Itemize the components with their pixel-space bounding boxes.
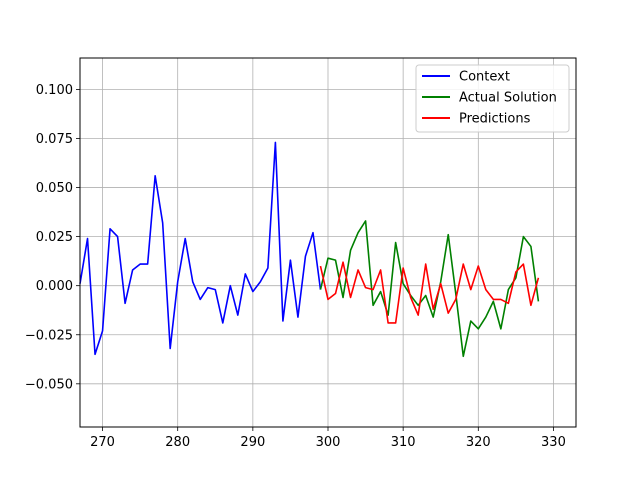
- series-layer: [79, 141, 540, 358]
- y-tick-label: −0.050: [25, 377, 73, 392]
- x-tick-label: 310: [391, 435, 416, 450]
- y-tick-label: 0.050: [36, 181, 73, 196]
- legend-label: Predictions: [459, 112, 531, 127]
- x-axis: 270 280 290 300 310 320 330: [90, 427, 566, 450]
- legend-label: Context: [459, 70, 510, 85]
- x-tick-label: 320: [466, 435, 491, 450]
- y-tick-label: −0.025: [25, 328, 73, 343]
- x-tick-label: 270: [90, 435, 115, 450]
- y-tick-label: 0.100: [36, 83, 73, 98]
- series-line-context: [79, 141, 322, 356]
- legend: Context Actual Solution Predictions: [415, 64, 570, 133]
- legend-label: Actual Solution: [459, 91, 557, 106]
- series-line-actual-solution: [319, 220, 540, 358]
- y-tick-label: 0.075: [36, 132, 73, 147]
- x-tick-label: 330: [541, 435, 566, 450]
- y-axis: −0.050 −0.025 0.000 0.025 0.050 0.075 0.100: [25, 83, 80, 392]
- legend-box: [415, 64, 570, 133]
- y-tick-label: 0.000: [36, 279, 73, 294]
- x-tick-label: 300: [316, 435, 341, 450]
- y-tick-label: 0.025: [36, 230, 73, 245]
- x-tick-label: 280: [165, 435, 190, 450]
- grid: [80, 58, 576, 427]
- series-line-predictions: [319, 261, 540, 324]
- x-tick-label: 290: [240, 435, 265, 450]
